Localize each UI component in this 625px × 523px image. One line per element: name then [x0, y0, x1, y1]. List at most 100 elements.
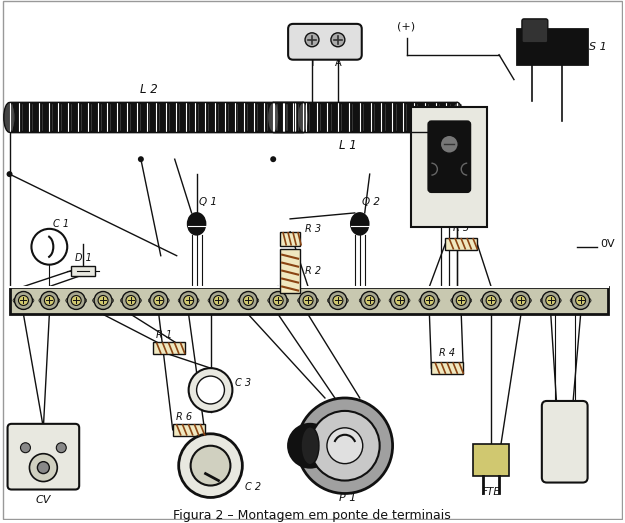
Text: C 1: C 1	[53, 219, 69, 229]
Bar	[9, 103, 303, 132]
Circle shape	[327, 428, 362, 463]
Circle shape	[94, 291, 112, 310]
Ellipse shape	[465, 298, 472, 303]
Bar	[173, 424, 204, 436]
Ellipse shape	[268, 103, 279, 132]
Circle shape	[516, 295, 526, 305]
Ellipse shape	[419, 298, 426, 303]
Circle shape	[138, 156, 144, 162]
Circle shape	[68, 291, 85, 310]
Circle shape	[56, 443, 66, 453]
Text: FTE: FTE	[482, 487, 501, 497]
Text: CV: CV	[36, 495, 51, 505]
Bar	[280, 249, 300, 292]
Ellipse shape	[373, 298, 380, 303]
Ellipse shape	[252, 298, 259, 303]
Ellipse shape	[351, 213, 369, 235]
Ellipse shape	[238, 298, 245, 303]
Text: C 2: C 2	[246, 482, 261, 492]
Circle shape	[29, 453, 58, 482]
Ellipse shape	[298, 103, 309, 132]
Circle shape	[394, 295, 404, 305]
Circle shape	[361, 291, 379, 310]
Circle shape	[305, 33, 319, 47]
Bar	[153, 342, 184, 354]
Circle shape	[329, 291, 347, 310]
Circle shape	[297, 398, 392, 494]
Ellipse shape	[148, 298, 155, 303]
Text: C 3: C 3	[236, 378, 251, 388]
FancyBboxPatch shape	[542, 401, 588, 483]
Circle shape	[209, 291, 227, 310]
Ellipse shape	[282, 298, 289, 303]
Text: Q 1: Q 1	[199, 197, 217, 207]
Circle shape	[191, 446, 231, 485]
Ellipse shape	[222, 298, 229, 303]
Circle shape	[331, 33, 345, 47]
Circle shape	[424, 295, 434, 305]
Ellipse shape	[121, 298, 127, 303]
Circle shape	[273, 295, 283, 305]
Circle shape	[122, 291, 140, 310]
Circle shape	[512, 291, 530, 310]
Ellipse shape	[541, 298, 548, 303]
Ellipse shape	[79, 298, 87, 303]
Ellipse shape	[481, 298, 488, 303]
Text: 0V: 0V	[601, 238, 615, 249]
Bar	[280, 232, 300, 246]
Circle shape	[303, 295, 313, 305]
Circle shape	[542, 291, 560, 310]
Bar	[517, 29, 587, 64]
Text: A: A	[334, 58, 341, 67]
Circle shape	[154, 295, 164, 305]
Circle shape	[184, 295, 194, 305]
Circle shape	[150, 291, 168, 310]
Ellipse shape	[53, 298, 60, 303]
Text: +: +	[559, 419, 571, 433]
Ellipse shape	[27, 298, 34, 303]
Circle shape	[44, 295, 54, 305]
FancyBboxPatch shape	[428, 121, 470, 192]
Circle shape	[179, 291, 198, 310]
Circle shape	[197, 376, 224, 404]
Text: R 2: R 2	[305, 266, 321, 276]
Circle shape	[14, 291, 32, 310]
Circle shape	[269, 291, 287, 310]
Ellipse shape	[134, 298, 141, 303]
Text: C 5: C 5	[556, 442, 573, 453]
Text: R 3: R 3	[305, 224, 321, 234]
Circle shape	[270, 156, 276, 162]
Text: L 2: L 2	[140, 83, 158, 96]
Circle shape	[179, 434, 242, 497]
Circle shape	[310, 411, 379, 481]
Circle shape	[21, 443, 31, 453]
Text: L 1: L 1	[339, 139, 357, 152]
Ellipse shape	[341, 298, 348, 303]
Text: Figura 2 – Montagem em ponte de terminais: Figura 2 – Montagem em ponte de terminai…	[173, 509, 451, 522]
Circle shape	[421, 291, 438, 310]
Ellipse shape	[451, 298, 458, 303]
Ellipse shape	[4, 103, 15, 132]
Ellipse shape	[13, 298, 20, 303]
Circle shape	[546, 295, 556, 305]
Bar	[273, 103, 458, 132]
Bar	[411, 107, 487, 227]
Ellipse shape	[66, 298, 72, 303]
Ellipse shape	[389, 298, 396, 303]
Circle shape	[19, 295, 29, 305]
Ellipse shape	[451, 103, 463, 132]
Ellipse shape	[106, 298, 114, 303]
Ellipse shape	[328, 298, 334, 303]
Ellipse shape	[178, 298, 185, 303]
Ellipse shape	[298, 298, 304, 303]
Ellipse shape	[301, 427, 319, 464]
Text: (+): (+)	[398, 22, 416, 32]
Text: Q 3: Q 3	[431, 133, 449, 143]
Ellipse shape	[311, 298, 319, 303]
Circle shape	[391, 291, 409, 310]
Bar	[9, 287, 609, 314]
Ellipse shape	[584, 298, 591, 303]
Circle shape	[486, 295, 496, 305]
Circle shape	[452, 291, 470, 310]
Bar	[431, 362, 463, 374]
